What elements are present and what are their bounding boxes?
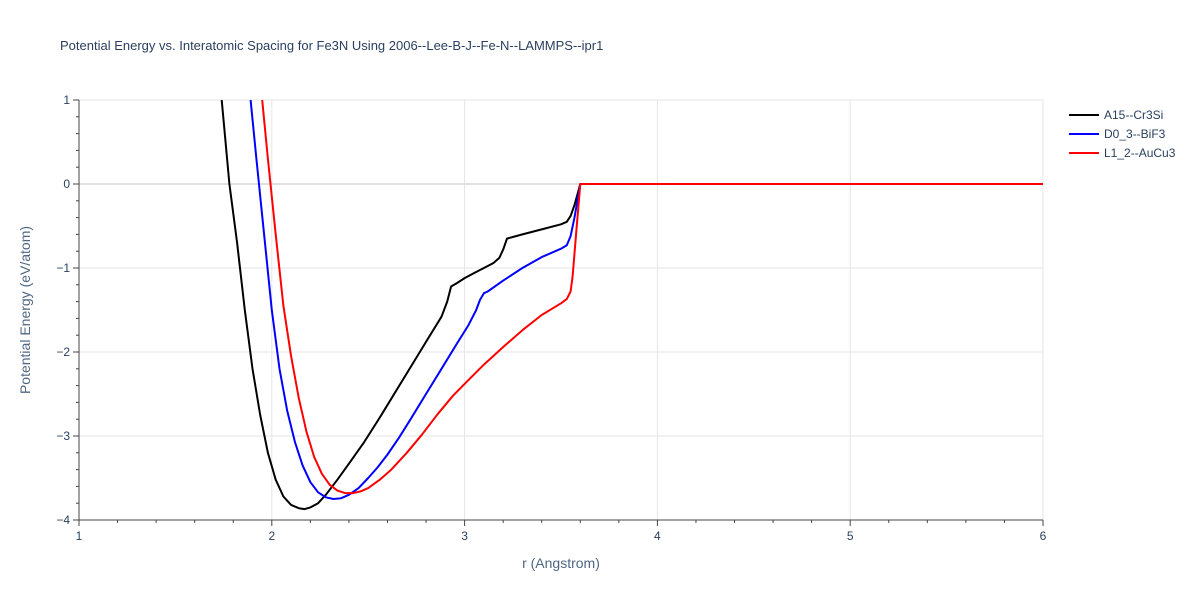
legend[interactable]: A15--Cr3Si D0_3--BiF3 L1_2--AuCu3: [1069, 108, 1176, 160]
y-tick-label: −3: [56, 429, 70, 443]
y-tick-label: −4: [56, 513, 70, 527]
y-tick-label: 1: [63, 93, 70, 107]
legend-label: L1_2--AuCu3: [1104, 146, 1176, 160]
series-line-l1-2-aucu3: [261, 100, 1043, 495]
x-tick-label: 6: [1040, 529, 1047, 543]
chart-title: Potential Energy vs. Interatomic Spacing…: [60, 38, 603, 53]
legend-item[interactable]: A15--Cr3Si: [1069, 108, 1163, 122]
legend-item[interactable]: D0_3--BiF3: [1069, 127, 1166, 141]
x-axis-label: r (Angstrom): [522, 555, 600, 571]
axes: 1 2 3 4 5 6 −4 −3 −2 −1 0 1: [56, 93, 1046, 543]
y-axis-label: Potential Energy (eV/atom): [17, 226, 33, 394]
y-tick-label: 0: [63, 177, 70, 191]
legend-item[interactable]: L1_2--AuCu3: [1069, 146, 1176, 160]
legend-label: A15--Cr3Si: [1104, 108, 1163, 122]
x-tick-label: 4: [654, 529, 661, 543]
x-tick-label: 3: [461, 529, 468, 543]
x-tick-label: 5: [847, 529, 854, 543]
series-layer: [220, 100, 1043, 511]
x-tick-label: 1: [76, 529, 83, 543]
y-tick-label: −2: [56, 345, 70, 359]
grid: [78, 99, 1044, 521]
x-tick-label: 2: [268, 529, 275, 543]
y-tick-label: −1: [56, 261, 70, 275]
series-line-a15-cr3si: [220, 100, 1043, 511]
series-line-d0-3-bif3: [249, 100, 1043, 500]
legend-label: D0_3--BiF3: [1104, 127, 1166, 141]
